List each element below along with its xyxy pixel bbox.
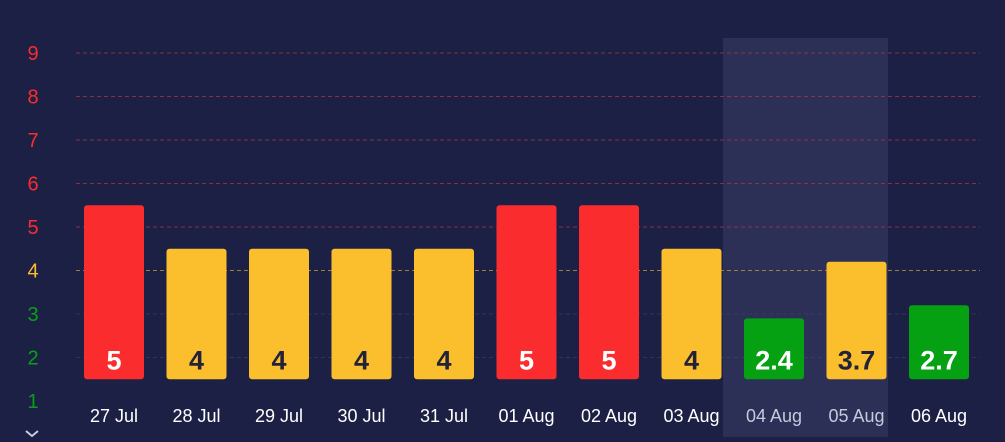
bar-value-label: 4 [684,345,699,375]
x-tick-label: 05 Aug [828,406,884,426]
y-tick-label: 4 [27,261,38,283]
bar[interactable] [496,205,557,380]
x-tick-label: 02 Aug [581,406,637,426]
x-tick-label: 01 Aug [498,406,554,426]
y-tick-label: 2 [27,348,38,370]
bar-value-label: 5 [106,345,121,375]
bar[interactable] [661,248,722,380]
x-axis: 27 Jul 28 Jul 29 Jul 30 Jul 31 Jul 01 Aug 02 A… [90,406,967,426]
bar-value-label: 4 [354,345,369,375]
x-tick-label: 31 Jul [420,406,468,426]
bar[interactable] [909,305,969,380]
bar[interactable] [166,248,227,380]
bar[interactable] [826,261,887,380]
y-tick-label: 8 [27,87,38,109]
y-tick-label: 3 [27,304,38,326]
x-tick-label: 06 Aug [911,406,967,426]
bar-value-label: 4 [189,345,204,375]
x-tick-label: 04 Aug [746,406,802,426]
bar[interactable] [414,248,474,380]
bar-value-label: 2.7 [920,345,958,375]
y-tick-label: 5 [27,217,38,239]
bar[interactable] [331,248,392,380]
bar-value-label: 3.7 [838,345,876,375]
y-tick-label: 9 [27,43,38,65]
bar[interactable] [744,318,804,380]
bar[interactable] [579,205,639,380]
x-tick-label: 30 Jul [337,406,385,426]
y-axis: 1 2 3 4 5 6 7 8 9 [27,43,38,413]
x-tick-label: 03 Aug [663,406,719,426]
x-tick-label: 28 Jul [172,406,220,426]
bar-value-label: 5 [519,345,534,375]
bar-value-label: 2.4 [755,345,793,375]
bar-layer: 5 4 4 4 4 5 5 4 2.4 3.7 2.7 [84,205,969,380]
x-tick-label: 29 Jul [255,406,303,426]
bar[interactable] [84,205,144,380]
bar-value-label: 4 [271,345,286,375]
y-tick-label: 7 [27,130,38,152]
y-tick-label: 1 [27,391,38,413]
x-tick-label: 27 Jul [90,406,138,426]
bar[interactable] [249,248,309,380]
y-tick-label: 6 [27,174,38,196]
bar-value-label: 5 [601,345,616,375]
bar-value-label: 4 [436,345,451,375]
scroll-down-chevron-icon[interactable] [25,430,39,438]
